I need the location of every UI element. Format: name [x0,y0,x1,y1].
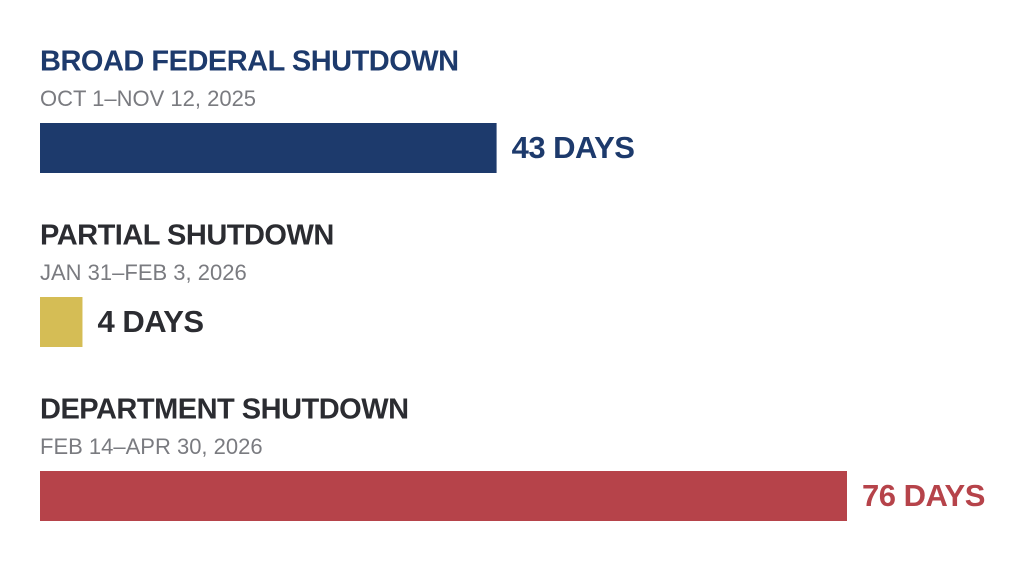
category-title: PARTIAL SHUTDOWN [40,220,334,252]
bar [40,471,847,521]
value-label: 76 DAYS [862,478,985,513]
bar [40,123,497,173]
category-title: BROAD FEDERAL SHUTDOWN [40,46,459,78]
date-range: OCT 1–NOV 12, 2025 [40,86,256,111]
value-label: 4 DAYS [97,304,203,339]
date-range: JAN 31–FEB 3, 2026 [40,260,247,285]
value-label: 43 DAYS [512,130,635,165]
bar [40,297,83,347]
date-range: FEB 14–APR 30, 2026 [40,434,263,459]
category-title: DEPARTMENT SHUTDOWN [40,394,409,426]
